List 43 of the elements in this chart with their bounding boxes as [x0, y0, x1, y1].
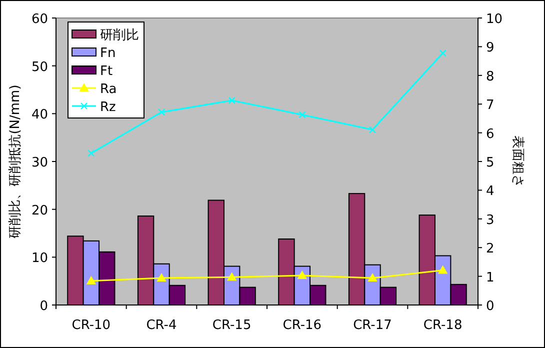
legend-label: Fn	[100, 46, 116, 61]
y-tick-label: 60	[31, 12, 48, 27]
y-axis-title: 研削比、研削抵抗(N/mm)	[8, 84, 23, 238]
point	[86, 276, 96, 284]
y-tick-label: 50	[31, 60, 48, 75]
x-tick-label: CR-15	[212, 318, 252, 333]
legend-label: 研削比	[100, 28, 139, 43]
y2-tick-label: 5	[486, 156, 494, 170]
y2-tick-label: 6	[486, 126, 494, 142]
y2-tick-label: 2	[486, 242, 494, 257]
point	[298, 270, 307, 279]
point	[158, 108, 166, 116]
y2-tick-label: 8	[486, 69, 494, 84]
point	[298, 111, 306, 118]
x-tick-label: CR-4	[146, 318, 177, 333]
point	[157, 274, 166, 282]
point	[368, 274, 377, 282]
y-tick-label: 40	[31, 108, 48, 123]
legend-label: Ra	[100, 82, 117, 97]
x-tick-label: CR-10	[72, 318, 111, 333]
point	[227, 272, 236, 281]
y-tick-label: 10	[31, 251, 48, 266]
y2-tick-label: 4	[486, 184, 494, 200]
x-tick-label: CR-17	[353, 318, 392, 333]
y2-tick-label: 9	[486, 40, 494, 56]
point	[228, 96, 236, 104]
y2-tick-label: 7	[486, 98, 494, 114]
x-tick-label: CR-16	[282, 318, 322, 333]
y2-tick-label: 1	[486, 270, 494, 286]
point	[439, 49, 446, 57]
legend-label: Ft	[100, 64, 113, 79]
y2-tick-label: 3	[486, 212, 494, 228]
y-tick-label: 20	[31, 203, 48, 218]
legend-label: Rz	[100, 100, 116, 115]
point	[88, 150, 95, 157]
point	[438, 266, 448, 274]
y-tick-label: 30	[31, 156, 48, 170]
point	[368, 126, 376, 134]
x-tick-label: CR-18	[423, 318, 462, 333]
y2-axis-title: 表面粗さ	[510, 136, 525, 188]
y2-tick-label: 0	[486, 299, 494, 314]
y2-tick-label: 10	[486, 12, 503, 27]
y-tick-label: 0	[40, 299, 48, 314]
